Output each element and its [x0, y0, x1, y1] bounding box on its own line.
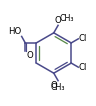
Text: CH₃: CH₃ — [51, 83, 65, 92]
Text: O: O — [55, 16, 61, 25]
Text: CH₃: CH₃ — [59, 14, 74, 23]
Text: HO: HO — [8, 27, 21, 36]
Text: Cl: Cl — [79, 34, 87, 43]
Text: O: O — [26, 51, 33, 60]
Text: Cl: Cl — [79, 63, 87, 72]
Text: O: O — [51, 81, 58, 90]
